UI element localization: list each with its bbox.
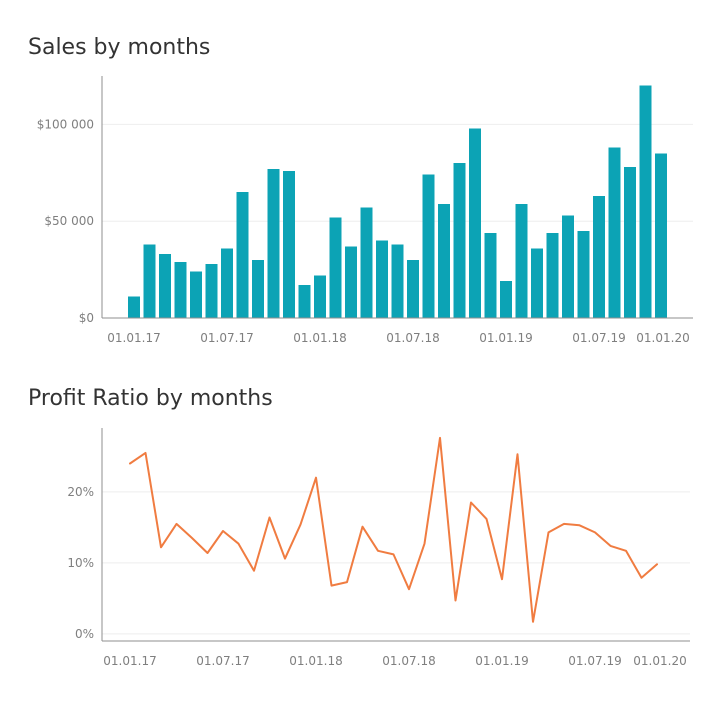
y-tick-label: $100 000 bbox=[37, 117, 94, 131]
bar bbox=[593, 196, 605, 318]
bar bbox=[221, 248, 233, 318]
bar bbox=[422, 174, 435, 318]
bar bbox=[531, 248, 543, 318]
bar bbox=[546, 232, 559, 318]
sales-chart-title: Sales by months bbox=[28, 35, 210, 60]
x-tick-label: 01.01.18 bbox=[293, 331, 346, 345]
x-tick-label: 01.07.17 bbox=[200, 331, 253, 345]
profit-ratio-chart-x-ticks: 01.01.17 01.07.17 01.01.18 01.07.18 01.01.19… bbox=[103, 654, 686, 668]
x-tick-label: 01.01.20 bbox=[633, 654, 686, 668]
x-tick-label: 01.01.20 bbox=[636, 331, 689, 345]
x-tick-label: 01.01.18 bbox=[289, 654, 342, 668]
bar bbox=[577, 230, 590, 318]
bar bbox=[376, 240, 388, 318]
profit-ratio-chart-gridlines bbox=[102, 491, 690, 635]
bar bbox=[469, 128, 481, 318]
x-tick-label: 01.01.17 bbox=[107, 331, 160, 345]
bar bbox=[655, 153, 667, 318]
bar bbox=[252, 259, 264, 318]
x-tick-label: 01.01.17 bbox=[103, 654, 156, 668]
bar bbox=[484, 232, 497, 318]
bar bbox=[298, 285, 311, 318]
sales-chart-y-ticks: $0 $50 000 $100 000 bbox=[37, 117, 94, 325]
y-tick-label: $50 000 bbox=[44, 214, 94, 228]
bar bbox=[345, 246, 357, 318]
profit-ratio-chart-y-ticks: 0% 10% 20% bbox=[67, 485, 94, 641]
profit-ratio-chart: Profit Ratio by months 0% 10% 20% 01.01.17… bbox=[28, 386, 690, 668]
bar bbox=[143, 244, 156, 318]
bar bbox=[174, 261, 187, 318]
bar bbox=[407, 259, 419, 318]
bar bbox=[205, 263, 218, 318]
bar bbox=[190, 271, 202, 318]
sales-chart: Sales by months $0 $50 000 $100 000 01.01.… bbox=[28, 35, 693, 345]
y-tick-label: 0% bbox=[75, 627, 94, 641]
x-tick-label: 01.07.17 bbox=[196, 654, 249, 668]
x-tick-label: 01.07.19 bbox=[572, 331, 625, 345]
profit-ratio-chart-title: Profit Ratio by months bbox=[28, 386, 273, 411]
bar bbox=[515, 203, 528, 318]
bar bbox=[159, 254, 171, 318]
bar bbox=[283, 170, 295, 318]
bar bbox=[128, 296, 140, 318]
bar bbox=[500, 281, 512, 318]
bar bbox=[624, 166, 636, 318]
y-tick-label: $0 bbox=[79, 311, 94, 325]
bar bbox=[391, 244, 404, 318]
bar bbox=[267, 168, 280, 318]
x-tick-label: 01.07.18 bbox=[382, 654, 435, 668]
x-tick-label: 01.01.19 bbox=[475, 654, 528, 668]
x-tick-label: 01.07.18 bbox=[386, 331, 439, 345]
bar bbox=[608, 147, 621, 318]
bar bbox=[236, 192, 249, 318]
sales-chart-bars bbox=[128, 85, 667, 319]
bar bbox=[360, 207, 373, 318]
profit-ratio-series-line bbox=[129, 436, 658, 623]
x-tick-label: 01.07.19 bbox=[568, 654, 621, 668]
bar bbox=[453, 163, 466, 318]
y-tick-label: 10% bbox=[67, 556, 94, 570]
sales-chart-x-ticks: 01.01.17 01.07.17 01.01.18 01.07.18 01.01.19… bbox=[107, 331, 689, 345]
y-tick-label: 20% bbox=[67, 485, 94, 499]
bar bbox=[314, 275, 326, 318]
bar bbox=[562, 215, 574, 318]
x-tick-label: 01.01.19 bbox=[479, 331, 532, 345]
bar bbox=[329, 217, 342, 318]
bar bbox=[438, 203, 450, 318]
bar bbox=[639, 85, 652, 319]
